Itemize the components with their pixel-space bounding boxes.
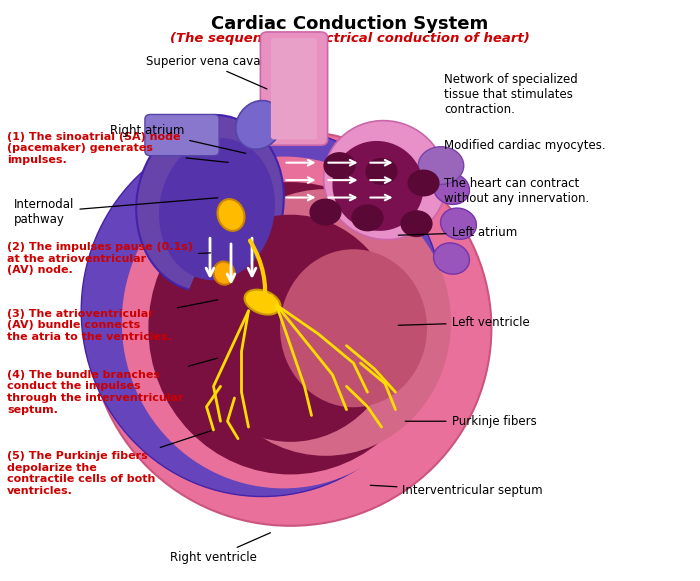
FancyBboxPatch shape [260, 32, 328, 145]
Text: Left ventricle: Left ventricle [398, 316, 529, 329]
Ellipse shape [280, 249, 427, 407]
Ellipse shape [440, 208, 477, 239]
Circle shape [401, 211, 432, 236]
Text: Right atrium: Right atrium [110, 124, 246, 153]
FancyBboxPatch shape [145, 114, 219, 156]
Ellipse shape [136, 115, 284, 292]
Ellipse shape [148, 182, 433, 475]
Ellipse shape [81, 125, 444, 497]
Text: Right ventricle: Right ventricle [170, 533, 270, 564]
Ellipse shape [323, 121, 447, 239]
Ellipse shape [244, 290, 281, 314]
Text: (3) The atrioventricular
(AV) bundle connects
the atria to the ventricles.: (3) The atrioventricular (AV) bundle con… [7, 300, 218, 342]
Ellipse shape [433, 173, 470, 205]
Text: Left atrium: Left atrium [398, 226, 517, 239]
Circle shape [366, 159, 397, 184]
Ellipse shape [183, 215, 398, 442]
Text: Cardiac Conduction System: Cardiac Conduction System [211, 15, 489, 33]
Ellipse shape [218, 199, 244, 231]
Text: (4) The bundle branches
conduct the impulses
through the interventricular
septum: (4) The bundle branches conduct the impu… [7, 358, 218, 415]
Text: Purkinje fibers: Purkinje fibers [405, 415, 536, 428]
Text: The heart can contract
without any innervation.: The heart can contract without any inner… [444, 177, 589, 205]
Ellipse shape [332, 141, 424, 231]
Ellipse shape [419, 146, 463, 184]
Text: (The sequence of electrical conduction of heart): (The sequence of electrical conduction o… [170, 32, 530, 45]
Circle shape [310, 199, 341, 225]
Text: (1) The sinoatrial (SA) node
(pacemaker) generates
impulses.: (1) The sinoatrial (SA) node (pacemaker)… [7, 131, 228, 165]
Text: (5) The Purkinje fibers
depolarize the
contractile cells of both
ventricles.: (5) The Purkinje fibers depolarize the c… [7, 431, 211, 496]
Text: Internodal
pathway: Internodal pathway [14, 198, 218, 226]
Circle shape [352, 205, 383, 231]
Text: (2) The impulses pause (0.1s)
at the atrioventricular
(AV) node.: (2) The impulses pause (0.1s) at the atr… [7, 242, 211, 275]
Text: Superior vena cava: Superior vena cava [146, 55, 267, 89]
Ellipse shape [122, 156, 445, 489]
Ellipse shape [236, 101, 282, 149]
Ellipse shape [214, 261, 235, 285]
Ellipse shape [90, 131, 491, 526]
Circle shape [324, 153, 355, 178]
Text: Network of specialized
tissue that stimulates
contraction.: Network of specialized tissue that stimu… [444, 73, 578, 116]
Text: Interventricular septum: Interventricular septum [370, 485, 543, 497]
Ellipse shape [433, 243, 470, 274]
Ellipse shape [159, 138, 275, 280]
FancyBboxPatch shape [271, 38, 317, 139]
Text: Modified cardiac myocytes.: Modified cardiac myocytes. [444, 139, 606, 152]
Ellipse shape [200, 189, 451, 456]
Circle shape [408, 170, 439, 196]
